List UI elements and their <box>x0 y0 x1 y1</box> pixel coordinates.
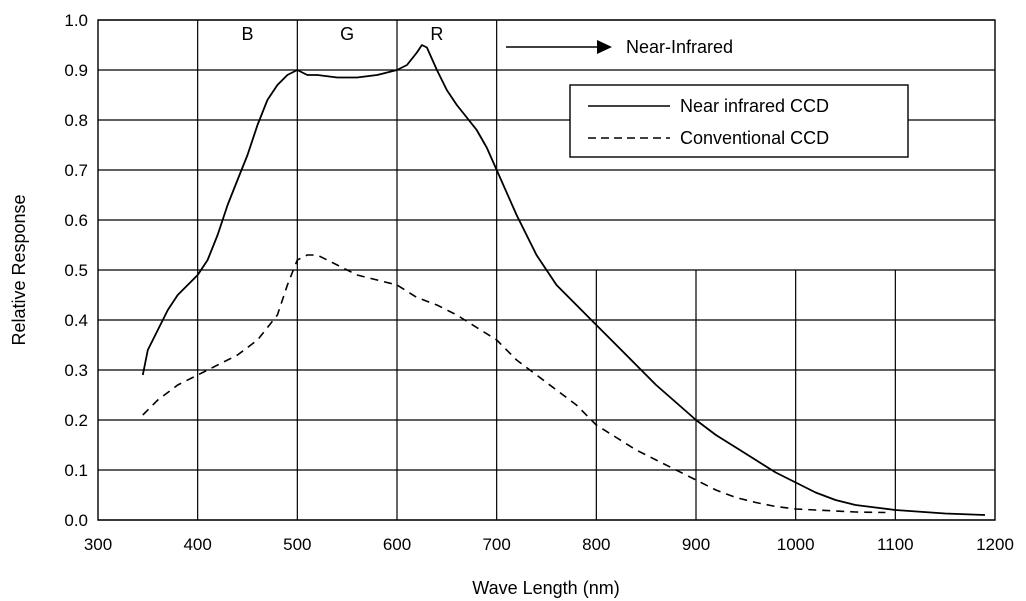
y-tick-label: 0.6 <box>64 211 88 230</box>
y-tick-label: 0.0 <box>64 511 88 530</box>
y-tick-label: 0.2 <box>64 411 88 430</box>
series <box>141 44 986 516</box>
band-label-r: R <box>430 24 443 44</box>
y-tick-label: 0.4 <box>64 311 88 330</box>
y-tick-label: 0.3 <box>64 361 88 380</box>
legend-label-near-infrared: Near infrared CCD <box>680 96 829 116</box>
series-line-near-infrared-ccd <box>141 44 986 516</box>
x-tick-label: 1000 <box>777 535 815 554</box>
x-tick-label: 300 <box>84 535 112 554</box>
y-tick-label: 0.7 <box>64 161 88 180</box>
band-labels: B G R <box>241 24 443 44</box>
legend: Near infrared CCD Conventional CCD <box>569 84 909 158</box>
legend-box <box>569 84 909 158</box>
series-line-conventional-ccd <box>142 254 886 514</box>
x-tick-label: 400 <box>183 535 211 554</box>
legend-label-conventional: Conventional CCD <box>680 128 829 148</box>
near-infrared-arrow-head-icon <box>597 40 612 54</box>
near-infrared-annotation: Near-Infrared <box>506 37 733 57</box>
plot-border <box>97 19 996 521</box>
x-axis-ticks: 300 400 500 600 700 800 900 1000 1100 1200 <box>84 535 1014 554</box>
band-label-g: G <box>340 24 354 44</box>
y-axis-title: Relative Response <box>9 194 29 345</box>
x-tick-label: 800 <box>582 535 610 554</box>
y-axis-ticks: 0.0 0.1 0.2 0.3 0.4 0.5 0.6 0.7 0.8 0.9 1.0 <box>64 11 88 530</box>
x-tick-label: 1100 <box>877 535 914 554</box>
x-tick-label: 1200 <box>976 535 1014 554</box>
band-label-b: B <box>241 24 253 44</box>
x-axis-title: Wave Length (nm) <box>472 578 619 598</box>
y-tick-label: 1.0 <box>64 11 88 30</box>
y-tick-label: 0.8 <box>64 111 88 130</box>
y-tick-label: 0.9 <box>64 61 88 80</box>
plot-frame <box>97 19 996 521</box>
x-tick-label: 900 <box>682 535 710 554</box>
y-tick-label: 0.1 <box>64 461 88 480</box>
x-tick-label: 700 <box>482 535 510 554</box>
x-tick-label: 600 <box>383 535 411 554</box>
y-tick-label: 0.5 <box>64 261 88 280</box>
near-infrared-label: Near-Infrared <box>626 37 733 57</box>
x-tick-label: 500 <box>283 535 311 554</box>
